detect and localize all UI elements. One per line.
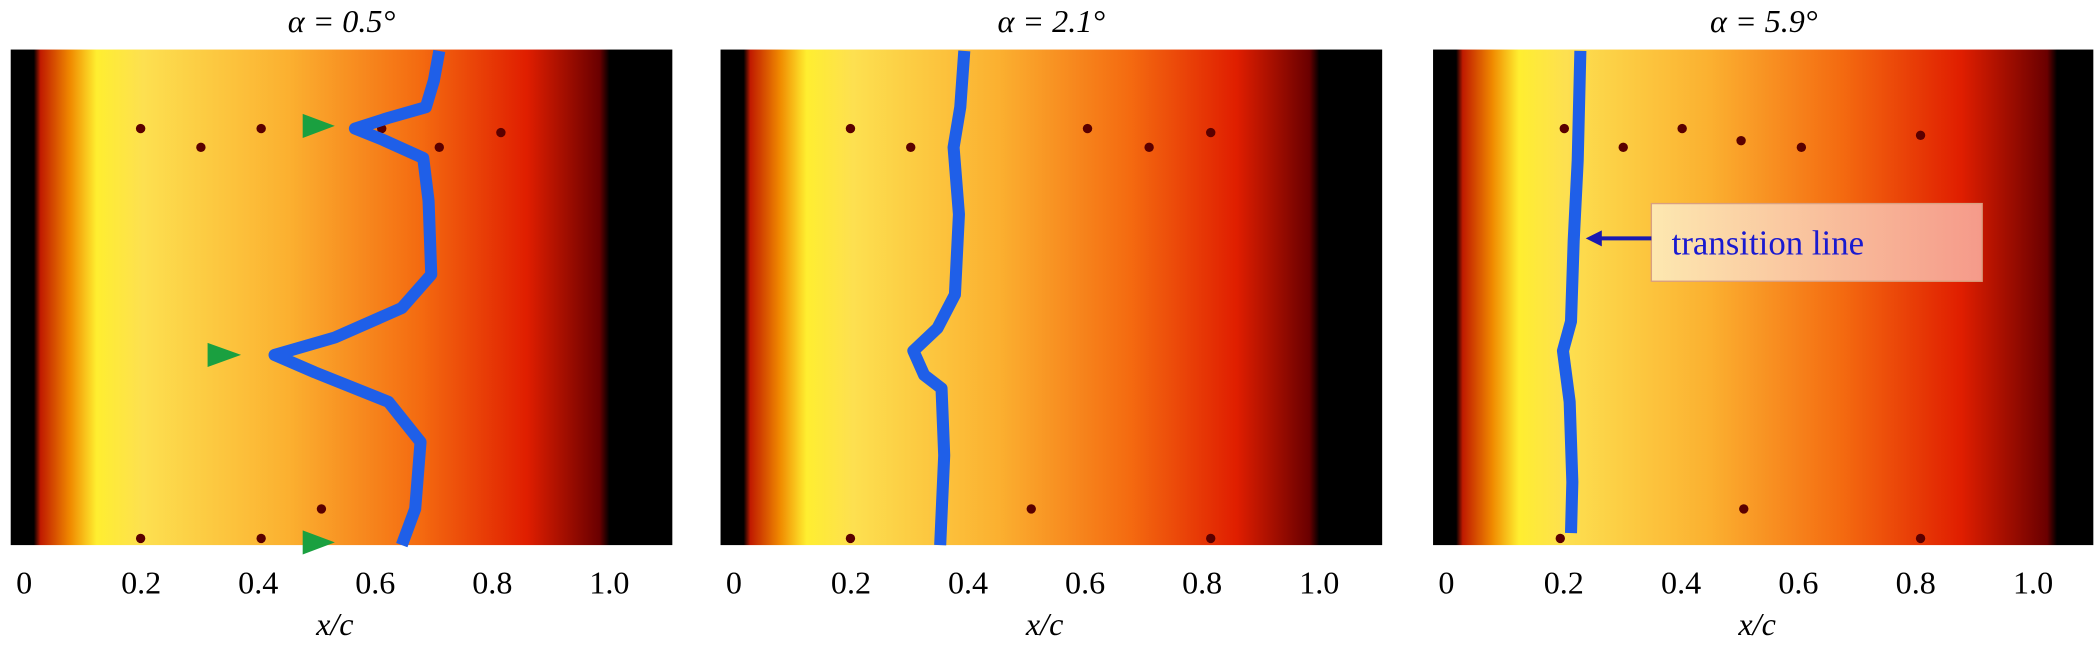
x-axis-label: x/c bbox=[315, 606, 353, 642]
pressure-taps bbox=[135, 123, 1926, 544]
thermogram bbox=[720, 49, 1383, 546]
x-tick-label: 0.4 bbox=[948, 564, 988, 600]
annotation-box bbox=[1650, 202, 1983, 282]
x-tick-label: 0.6 bbox=[1065, 564, 1105, 600]
x-tick-label: 0 bbox=[726, 564, 742, 600]
x-tick-label: 0.2 bbox=[831, 564, 871, 600]
thermogram bbox=[1433, 49, 2094, 546]
x-tick-label: 1.0 bbox=[2013, 564, 2053, 600]
annotation: transition line bbox=[1672, 223, 1864, 262]
x-axis-label: x/c bbox=[1025, 606, 1063, 642]
thermogram bbox=[10, 49, 673, 546]
x-tick-label: 0.8 bbox=[472, 564, 512, 600]
figure-body: transition line α = 0.5° 0 0.2 0.4 0.6 0.8 1.0… bbox=[10, 3, 2094, 642]
x-tick-label: 1.0 bbox=[589, 564, 629, 600]
x-tick-label: 0.8 bbox=[1896, 564, 1936, 600]
panel-title: α = 5.9° bbox=[1710, 3, 1818, 39]
x-axis-label: x/c bbox=[1737, 606, 1775, 642]
transition-lines bbox=[268, 49, 1587, 548]
panel-title: α = 0.5° bbox=[288, 3, 396, 39]
x-tick-label: 0 bbox=[1438, 564, 1454, 600]
x-tick-label: 0.4 bbox=[1661, 564, 1701, 600]
x-tick-label: 0.6 bbox=[355, 564, 395, 600]
x-tick-label: 0.2 bbox=[121, 564, 161, 600]
x-tick-label: 0.8 bbox=[1182, 564, 1222, 600]
x-tick-label: 0.2 bbox=[1544, 564, 1584, 600]
x-tick-label: 0.6 bbox=[1778, 564, 1818, 600]
x-tick-label: 0.4 bbox=[238, 564, 278, 600]
x-tick-label: 1.0 bbox=[1299, 564, 1339, 600]
markers bbox=[207, 113, 335, 555]
x-tick-label: 0 bbox=[16, 564, 32, 600]
panel-title: α = 2.1° bbox=[998, 3, 1106, 39]
arrowhead bbox=[1585, 230, 1602, 247]
